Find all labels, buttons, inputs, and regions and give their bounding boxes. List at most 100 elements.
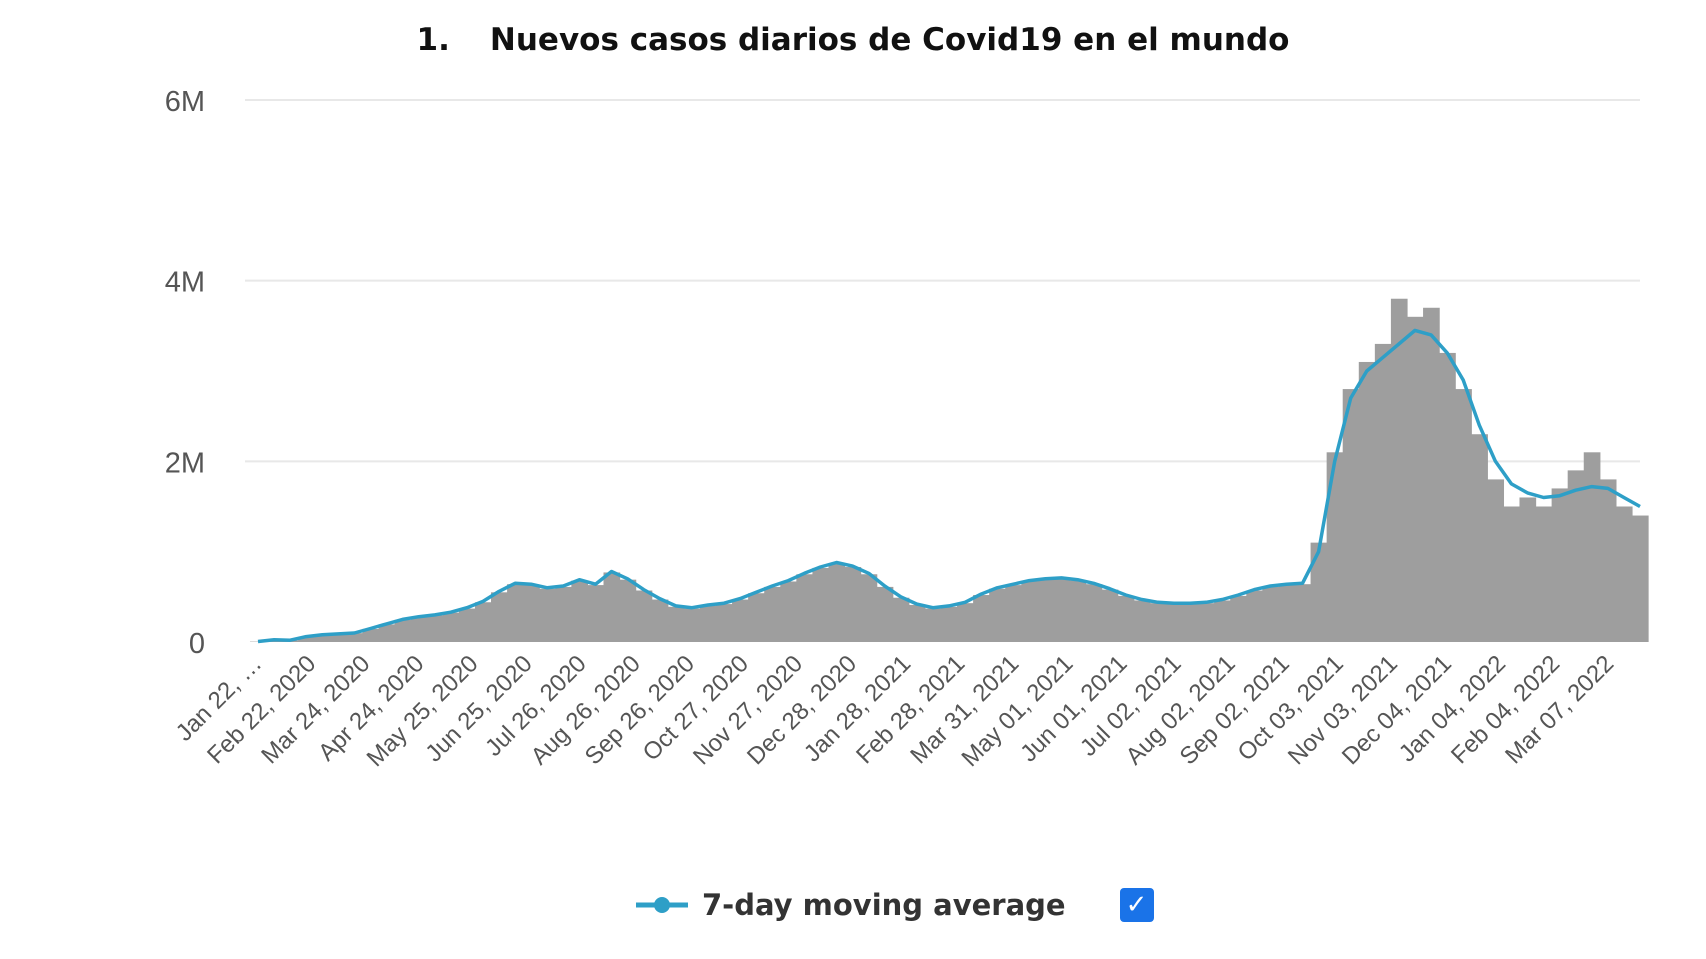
bar	[683, 608, 701, 642]
bar	[764, 586, 781, 642]
bar	[1149, 603, 1167, 642]
chart-title: 1. Nuevos casos diarios de Covid19 en el …	[0, 22, 1706, 58]
bar	[1037, 579, 1055, 642]
chart-title-number: 1.	[416, 22, 450, 58]
bar	[1117, 595, 1135, 642]
bar	[555, 586, 572, 642]
bar	[860, 574, 878, 642]
bar	[394, 619, 412, 642]
bar	[442, 612, 460, 642]
bar	[1471, 434, 1488, 642]
bar	[1053, 578, 1071, 642]
bar	[603, 572, 621, 642]
bar	[491, 592, 508, 642]
bar	[812, 567, 830, 642]
bar	[796, 574, 814, 642]
bar	[635, 590, 653, 642]
chart-title-text: Nuevos casos diarios de Covid19 en el mu…	[489, 22, 1290, 58]
bar	[1551, 488, 1569, 642]
legend-label: 7-day moving average	[702, 888, 1066, 922]
bar	[523, 585, 540, 642]
bar	[908, 604, 926, 642]
bar	[458, 608, 476, 642]
legend[interactable]: 7-day moving average ✓	[636, 888, 1154, 922]
bar	[426, 615, 444, 642]
bar	[1021, 581, 1038, 642]
moving-average-line	[257, 328, 1641, 644]
bar	[1455, 389, 1472, 642]
bar	[1101, 589, 1119, 642]
legend-line-marker	[636, 897, 688, 913]
bar	[1599, 479, 1617, 642]
bar	[378, 624, 396, 642]
bar	[587, 585, 605, 642]
bar	[1085, 584, 1103, 642]
bar	[1246, 590, 1263, 642]
bar	[1278, 585, 1296, 642]
bar	[1294, 584, 1312, 642]
bar	[298, 636, 315, 642]
bar	[1503, 506, 1521, 642]
bar	[1262, 586, 1280, 642]
bar	[1326, 452, 1344, 642]
bar	[1358, 361, 1376, 642]
bar	[989, 588, 1006, 642]
bar	[973, 595, 990, 642]
bar	[314, 634, 331, 642]
bar	[667, 606, 685, 642]
legend-checkbox[interactable]: ✓	[1119, 888, 1154, 922]
bar	[507, 584, 524, 642]
bar	[474, 602, 492, 642]
y-tick-label: 0	[189, 628, 205, 660]
bar	[732, 599, 749, 642]
bar	[780, 581, 797, 642]
bar	[1069, 580, 1087, 642]
bar	[619, 579, 637, 642]
bar-series	[249, 298, 1649, 642]
y-tick-label: 2M	[165, 447, 205, 479]
bar	[1165, 604, 1183, 642]
bar	[1439, 352, 1456, 642]
bar	[1374, 343, 1392, 642]
bar	[892, 597, 910, 642]
bar	[362, 628, 380, 642]
bar	[539, 588, 556, 642]
bar	[1631, 515, 1649, 642]
bar	[828, 563, 846, 642]
bar	[1133, 600, 1151, 642]
bar	[1519, 497, 1537, 642]
bar	[1390, 298, 1408, 642]
bar	[651, 599, 669, 642]
y-tick-label: 6M	[165, 86, 205, 118]
bar	[1214, 600, 1231, 642]
bar	[1535, 506, 1553, 642]
bar	[844, 567, 862, 642]
bar	[1406, 316, 1424, 642]
bar	[1583, 452, 1601, 642]
line-series	[257, 328, 1641, 644]
bar	[1342, 389, 1360, 642]
bar	[571, 580, 589, 642]
bar	[1423, 307, 1440, 642]
y-tick-label: 4M	[165, 267, 205, 299]
y-axis-ticks: 0 2M 4M 6M	[165, 86, 205, 660]
bar	[346, 633, 364, 642]
bar	[1182, 604, 1199, 642]
bar	[1310, 542, 1328, 642]
bar	[876, 586, 894, 642]
bar	[957, 603, 974, 642]
bar	[410, 617, 428, 642]
bar	[1198, 603, 1215, 642]
bar	[330, 634, 347, 642]
bar	[1567, 470, 1585, 642]
bar	[940, 606, 958, 642]
bar	[924, 608, 942, 642]
bar	[1487, 479, 1505, 642]
bar	[1230, 595, 1247, 642]
bar	[715, 604, 733, 642]
bar	[699, 605, 717, 642]
bar	[748, 593, 765, 642]
bar	[1615, 506, 1633, 642]
